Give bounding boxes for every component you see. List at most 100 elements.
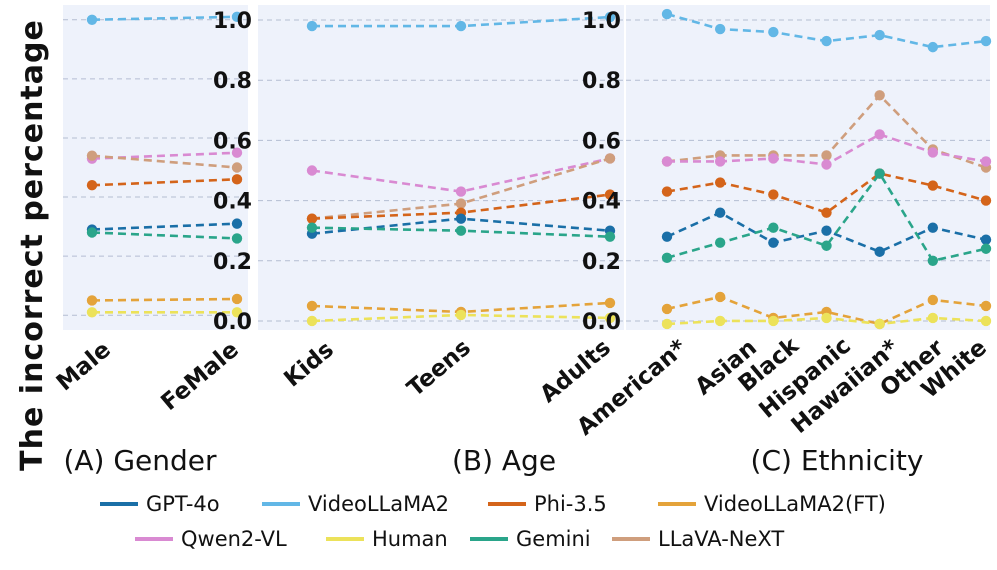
- data-point: [86, 14, 98, 25]
- plot-area: [63, 5, 248, 330]
- x-tick-label: Kids: [279, 337, 339, 393]
- series-line: [91, 15, 238, 22]
- data-point: [927, 147, 939, 158]
- legend-label: Gemini: [516, 527, 591, 551]
- data-point: [927, 222, 939, 233]
- series-line: [91, 297, 238, 302]
- series-gemini: [86, 227, 243, 244]
- y-tick-label: 0.2: [213, 250, 252, 275]
- series-line: [91, 231, 238, 240]
- data-point: [231, 307, 243, 318]
- data-point: [768, 153, 779, 164]
- data-point: [661, 186, 673, 197]
- series-line: [91, 151, 238, 160]
- series-human: [306, 309, 616, 327]
- y-tick-label: 0.6: [213, 129, 252, 154]
- data-point: [927, 41, 939, 53]
- data-point: [874, 129, 885, 140]
- x-tick-label: Male: [52, 337, 116, 397]
- data-point: [661, 8, 673, 20]
- y-axis-label: The incorrect percentage: [15, 19, 50, 471]
- data-point: [306, 222, 318, 233]
- data-point: [661, 231, 673, 242]
- series-line: [91, 222, 238, 231]
- panel-title: (B) Age: [452, 444, 556, 477]
- panel-title: (C) Ethnicity: [751, 444, 924, 477]
- legend-label: Human: [372, 527, 448, 551]
- series-qwen2-vl: [661, 129, 992, 170]
- series-phi-3-5: [306, 189, 616, 224]
- x-tick-label: FeMale: [156, 337, 243, 416]
- data-point: [821, 207, 832, 218]
- data-point: [821, 150, 832, 161]
- series-videollama2: [86, 11, 243, 25]
- y-tick-label: 0.0: [213, 310, 252, 335]
- data-point: [455, 198, 467, 209]
- y-tick-label: 1.0: [582, 9, 621, 34]
- data-point: [231, 293, 243, 305]
- series-gpt-4o: [661, 207, 992, 257]
- legend: GPT-4o VideoLLaMA2 Phi-3.5 VideoLLaMA2(FT) Q…: [100, 492, 886, 551]
- series-llava-next: [86, 150, 243, 173]
- panel-title: (A) Gender: [63, 444, 217, 477]
- legend-item-videollama2-ft: VideoLLaMA2(FT): [658, 492, 886, 516]
- legend-label: Qwen2-VL: [181, 527, 287, 551]
- series-phi-3-5: [661, 168, 992, 218]
- legend-label: GPT-4o: [146, 492, 220, 516]
- data-point: [604, 231, 616, 242]
- data-point: [714, 315, 726, 327]
- data-point: [661, 156, 673, 167]
- data-point: [980, 243, 992, 254]
- plot-area: [258, 5, 624, 330]
- data-point: [714, 207, 726, 218]
- legend-label: LLaVA-NeXT: [658, 527, 784, 551]
- data-point: [980, 195, 992, 206]
- data-point: [821, 159, 832, 170]
- y-tick-label: 0.4: [213, 190, 252, 215]
- data-point: [927, 255, 939, 266]
- data-point: [821, 312, 832, 324]
- data-point: [874, 90, 885, 101]
- plot-area: [626, 5, 990, 330]
- data-point: [714, 237, 726, 248]
- legend-item-gemini: Gemini: [470, 527, 591, 551]
- y-tick-label: 0.8: [213, 69, 252, 94]
- data-point: [661, 303, 673, 315]
- legend-label: VideoLLaMA2: [308, 492, 449, 516]
- data-point: [874, 318, 885, 330]
- data-point: [604, 153, 616, 164]
- data-point: [455, 213, 467, 224]
- data-point: [980, 156, 992, 167]
- series-gemini: [306, 222, 616, 242]
- data-point: [306, 315, 318, 327]
- data-point: [874, 29, 885, 41]
- legend-label: Phi-3.5: [534, 492, 607, 516]
- data-point: [768, 222, 779, 233]
- data-point: [455, 309, 467, 321]
- data-point: [874, 168, 885, 179]
- data-point: [714, 291, 726, 303]
- data-point: [980, 234, 992, 245]
- data-point: [231, 147, 243, 158]
- data-point: [455, 20, 467, 32]
- series-videollama2-ft: [86, 293, 243, 306]
- data-point: [86, 227, 98, 238]
- legend-item-videollama2: VideoLLaMA2: [262, 492, 449, 516]
- y-tick-label: 0.0: [582, 310, 621, 335]
- data-point: [927, 180, 939, 191]
- panel-c-ethnicity: 0.00.20.40.60.81.0American*AsianBlackHis…: [572, 5, 992, 477]
- data-point: [306, 20, 318, 32]
- legend-label: VideoLLaMA2(FT): [704, 492, 886, 516]
- data-point: [86, 150, 98, 161]
- data-point: [306, 213, 318, 224]
- y-tick-label: 0.6: [582, 129, 621, 154]
- data-point: [980, 35, 992, 47]
- series-videollama2: [661, 8, 992, 53]
- data-point: [714, 156, 726, 167]
- data-point: [927, 294, 939, 306]
- data-point: [604, 11, 616, 23]
- series-phi-3-5: [86, 174, 243, 191]
- data-point: [980, 315, 992, 327]
